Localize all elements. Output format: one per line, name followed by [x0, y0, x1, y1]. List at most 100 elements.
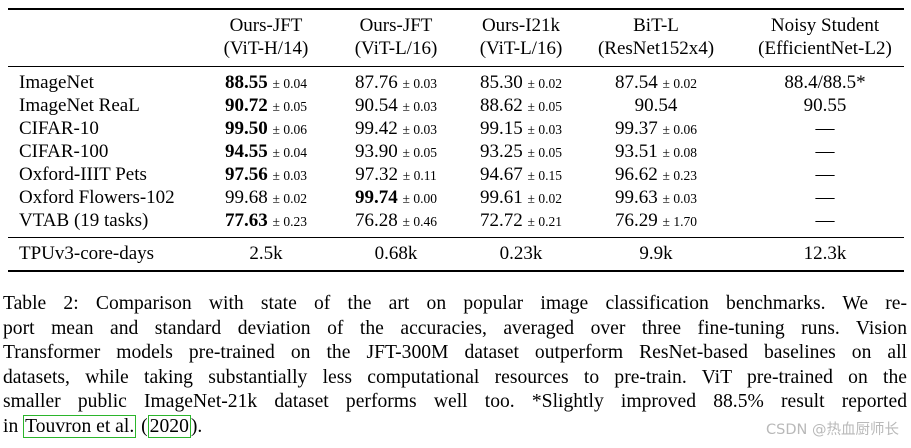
caption-line: port mean and standard deviation of the … [3, 317, 907, 339]
column-header: (ResNet152x4) [597, 38, 715, 59]
cell-std: ± 0.06 [662, 122, 697, 137]
cell-value: 99.37 [615, 118, 658, 139]
table-cell: 93.25 ± 0.05 [436, 141, 606, 164]
cell-value: — [815, 141, 835, 162]
table-cell: 93.51 ± 0.08 [571, 141, 741, 164]
table-cell: 99.42 ± 0.03 [311, 118, 481, 141]
cell-std: ± 0.03 [402, 76, 437, 91]
cell-value: — [815, 118, 835, 139]
column-header: (ViT-L/16) [354, 38, 438, 59]
row-label: Oxford Flowers-102 [19, 187, 175, 208]
cell-value: 93.25 [480, 141, 523, 162]
table-cell: 97.56 ± 0.03 [181, 164, 351, 187]
footer-label: TPUv3-core-days [19, 243, 155, 264]
cell-std: ± 0.03 [272, 168, 307, 183]
table-cell: 90.72 ± 0.05 [181, 95, 351, 118]
table-cell: 94.55 ± 0.04 [181, 141, 351, 164]
row-label: ImageNet [19, 72, 94, 93]
caption-line: smaller public ImageNet-21k dataset perf… [3, 391, 907, 412]
caption-line-last: in Touvron et al. (2020). [3, 414, 907, 440]
row-label: Oxford-IIIT Pets [19, 164, 147, 185]
cell-std: ± 0.04 [272, 145, 307, 160]
table-cell: 99.37 ± 0.06 [571, 118, 741, 141]
cell-value: 97.56 [225, 164, 268, 185]
cell-std: ± 0.11 [402, 168, 437, 183]
table-cell: 94.67 ± 0.15 [436, 164, 606, 187]
cell-std: ± 0.03 [527, 122, 562, 137]
table-cell: — [740, 187, 910, 209]
table-cell: — [740, 210, 910, 232]
cell-std: ± 0.02 [272, 191, 307, 206]
bottom-rule [8, 270, 904, 272]
cell-value: 99.68 [225, 187, 268, 208]
row-label: ImageNet ReaL [19, 95, 140, 116]
cell-value: — [815, 164, 835, 185]
row-label: VTAB (19 tasks) [19, 210, 149, 231]
cell-value: 99.61 [480, 187, 523, 208]
cell-std: ± 0.04 [272, 76, 307, 91]
column-header: (EfficientNet-L2) [758, 38, 892, 59]
column-header: Noisy Student [770, 15, 880, 36]
top-rule [8, 8, 904, 10]
cell-std: ± 0.02 [527, 191, 562, 206]
cell-std: ± 0.21 [527, 214, 562, 229]
cell-value: 90.54 [355, 95, 398, 116]
cell-value: 93.51 [615, 141, 658, 162]
row-label: CIFAR-100 [19, 141, 109, 162]
caption-text: ). [190, 415, 203, 437]
table-cell: 88.4/88.5* [740, 72, 910, 94]
cell-std: ± 1.70 [662, 214, 697, 229]
footer-cell: 2.5k [249, 243, 283, 264]
cell-std: ± 0.05 [527, 99, 562, 114]
cell-value: 99.63 [615, 187, 658, 208]
watermark: CSDN @热血厨师长 [766, 422, 899, 438]
cell-value: 88.4/88.5* [784, 72, 866, 93]
cell-value: 88.55 [225, 72, 268, 93]
cell-std: ± 0.46 [402, 214, 437, 229]
table-cell: 77.63 ± 0.23 [181, 210, 351, 233]
cell-value: 90.54 [634, 95, 678, 116]
table-cell: 99.61 ± 0.02 [436, 187, 606, 210]
cell-std: ± 0.06 [272, 122, 307, 137]
column-header: Ours-JFT [359, 15, 433, 36]
citation-link-year[interactable]: 2020 [147, 414, 191, 438]
column-header: Ours-I21k [481, 15, 561, 36]
cell-std: ± 0.23 [272, 214, 307, 229]
cell-std: ± 0.08 [662, 145, 697, 160]
table-cell: 97.32 ± 0.11 [311, 164, 481, 187]
table-cell: 99.15 ± 0.03 [436, 118, 606, 141]
cell-value: 99.15 [480, 118, 523, 139]
column-header: Ours-JFT [229, 15, 303, 36]
cell-value: 96.62 [615, 164, 658, 185]
cell-value: 99.50 [225, 118, 268, 139]
cell-value: 97.32 [355, 164, 399, 185]
column-header: (ViT-H/14) [223, 38, 309, 59]
cell-value: — [815, 187, 835, 208]
header-rule [8, 66, 904, 67]
footer-cell: 0.23k [499, 243, 543, 264]
footer-cell: 9.9k [639, 243, 673, 264]
cell-value: 99.74 [355, 187, 398, 208]
cell-value: 72.72 [480, 210, 523, 231]
cell-std: ± 0.05 [272, 99, 307, 114]
row-label: CIFAR-10 [19, 118, 99, 139]
cell-std: ± 0.02 [662, 76, 697, 91]
cell-value: 90.72 [225, 95, 268, 116]
cell-value: — [815, 210, 835, 231]
table-cell: 99.74 ± 0.00 [311, 187, 481, 210]
table-cell: 90.54 ± 0.03 [311, 95, 481, 118]
citation-link-author[interactable]: Touvron et al. [23, 414, 137, 438]
table-cell: 90.55 [740, 95, 910, 117]
table-cell: 76.28 ± 0.46 [311, 210, 481, 233]
table-cell: 93.90 ± 0.05 [311, 141, 481, 164]
cell-std: ± 0.05 [402, 145, 437, 160]
table-cell: — [740, 141, 910, 163]
table-cell: 87.76 ± 0.03 [311, 72, 481, 95]
cell-value: 76.29 [615, 210, 658, 231]
table-cell: 99.68 ± 0.02 [181, 187, 351, 210]
table-cell: 88.55 ± 0.04 [181, 72, 351, 95]
table-cell: 87.54 ± 0.02 [571, 72, 741, 95]
column-header: BiT-L [633, 15, 679, 36]
cell-value: 94.55 [225, 141, 268, 162]
column-header: (ViT-L/16) [479, 38, 563, 59]
